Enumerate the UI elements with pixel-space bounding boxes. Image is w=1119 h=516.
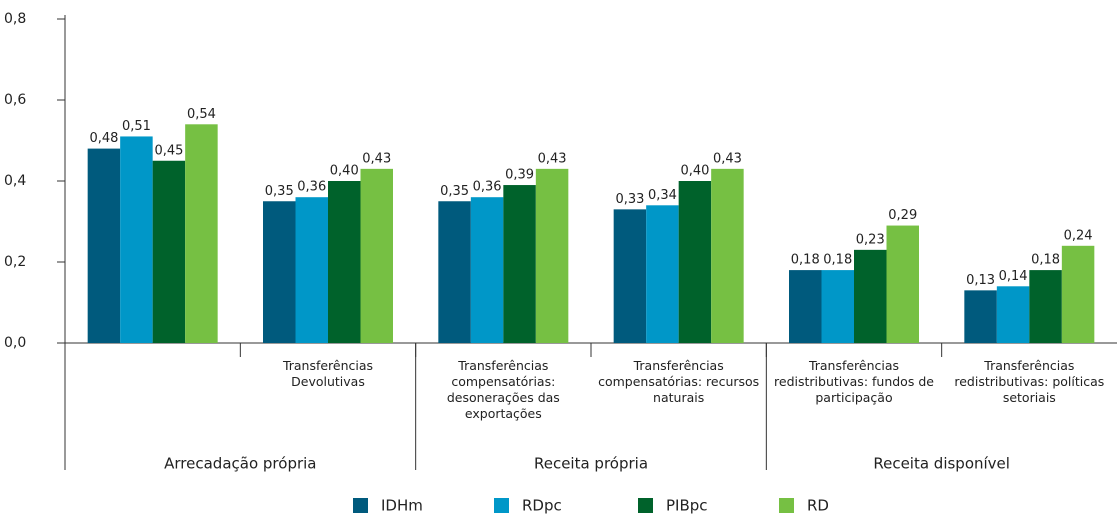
value-label: 0,43 [538, 151, 567, 166]
bar [964, 290, 997, 343]
value-label: 0,18 [1031, 253, 1060, 268]
group-label: Receita disponível [873, 455, 1010, 473]
x-tick-label: Transferências redistributivas: fundos d… [774, 358, 934, 405]
legend-label: RD [807, 497, 829, 515]
bar [854, 249, 887, 343]
bar [185, 124, 218, 343]
value-label: 0,54 [187, 107, 216, 122]
legend-swatch [494, 498, 509, 513]
legend-swatch [353, 498, 368, 513]
value-label: 0,36 [473, 180, 502, 195]
value-label: 0,23 [856, 232, 885, 247]
value-label: 0,29 [888, 208, 917, 223]
y-tick-label: 0,4 [4, 173, 26, 189]
value-label: 0,43 [713, 151, 742, 166]
group-label: Receita própria [534, 455, 648, 473]
value-label: 0,14 [999, 269, 1028, 284]
bar [996, 286, 1030, 343]
value-label: 0,18 [823, 253, 852, 268]
x-tick-label: Transferências redistributivas: política… [954, 358, 1105, 405]
value-label: 0,35 [440, 184, 469, 199]
bar [1061, 245, 1095, 343]
y-tick-label: 0,6 [4, 92, 26, 108]
value-label: 0,13 [966, 273, 995, 288]
bar [535, 168, 569, 343]
bar [438, 201, 471, 343]
group-label: Arrecadação própria [164, 455, 316, 473]
bar [821, 270, 854, 343]
legend-label: IDHm [381, 497, 423, 515]
bar [789, 270, 822, 343]
value-label: 0,51 [122, 119, 151, 134]
x-tick-label: Transferências compensatórias: recursos … [598, 358, 760, 405]
bar [711, 168, 744, 343]
bar [678, 181, 712, 343]
bar [613, 209, 647, 343]
legend-swatch [638, 498, 653, 513]
y-tick-label: 0,8 [4, 11, 26, 27]
legend-swatch [779, 498, 794, 513]
bar [263, 201, 296, 343]
value-label: 0,45 [154, 143, 183, 158]
value-label: 0,34 [648, 188, 677, 203]
value-label: 0,24 [1064, 228, 1093, 243]
bar [295, 197, 328, 343]
value-label: 0,40 [330, 164, 359, 179]
bar [87, 148, 121, 343]
bar [360, 168, 393, 343]
y-tick-label: 0,0 [4, 335, 26, 351]
value-label: 0,39 [505, 168, 534, 183]
value-label: 0,43 [362, 151, 391, 166]
bar [886, 225, 919, 343]
value-label: 0,48 [89, 131, 118, 146]
bar [503, 185, 536, 343]
y-tick-label: 0,2 [4, 254, 26, 270]
value-label: 0,36 [297, 180, 326, 195]
legend-label: RDpc [522, 497, 562, 515]
bar [152, 160, 186, 343]
value-label: 0,40 [680, 164, 709, 179]
bar [1029, 270, 1062, 343]
value-label: 0,33 [615, 192, 644, 207]
value-label: 0,35 [265, 184, 294, 199]
value-label: 0,18 [791, 253, 820, 268]
bar [328, 181, 361, 343]
bar [120, 136, 153, 343]
bar [470, 197, 504, 343]
x-tick-label: Transferências Devolutivas [282, 358, 374, 389]
bar [646, 205, 679, 343]
legend-label: PIBpc [666, 497, 708, 515]
x-tick-label: Transferências compensatórias: desoneraç… [446, 358, 560, 421]
